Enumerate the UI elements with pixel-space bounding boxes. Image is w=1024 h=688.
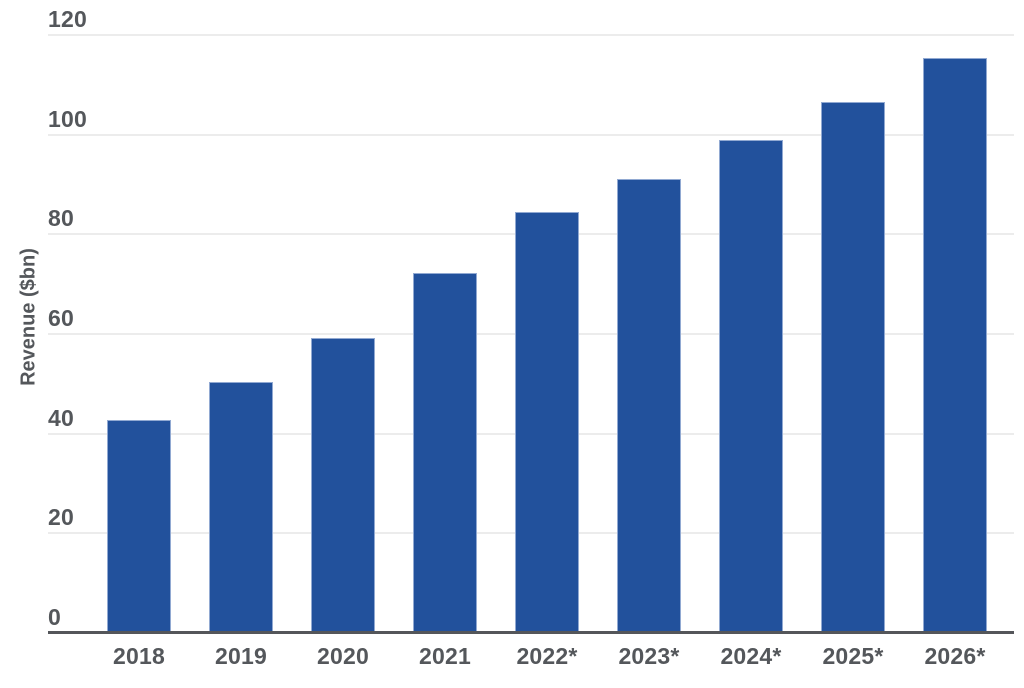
x-tick-label: 2021 <box>419 643 471 669</box>
y-tick-label: 100 <box>48 105 87 132</box>
bar <box>821 101 885 633</box>
x-tick-label: 2020 <box>317 643 369 669</box>
y-tick-label: 40 <box>48 404 74 431</box>
x-tick-label: 2024* <box>720 643 782 669</box>
y-tick-label: 60 <box>48 305 74 331</box>
x-tick-label: 2022* <box>516 643 578 669</box>
bar <box>413 273 477 633</box>
x-tick-label: 2026* <box>924 643 986 669</box>
bar <box>209 381 273 633</box>
x-tick-label: 2019 <box>215 643 267 669</box>
x-tick-label: 2025* <box>822 643 884 669</box>
bar <box>923 58 987 633</box>
x-tick-label: 2023* <box>618 643 680 669</box>
bar <box>515 212 579 633</box>
bar <box>311 337 375 633</box>
y-tick-label: 120 <box>48 6 87 32</box>
x-tick-label: 2018 <box>113 643 165 669</box>
bar <box>617 179 681 633</box>
y-tick-label: 80 <box>48 205 74 232</box>
gridline <box>48 34 1014 36</box>
y-axis-title: Revenue ($bn) <box>17 248 40 386</box>
y-tick-label: 0 <box>48 604 61 630</box>
bar <box>107 420 171 633</box>
x-axis-line <box>48 631 1014 634</box>
y-tick-label: 20 <box>48 504 74 531</box>
bar <box>719 139 783 633</box>
gridline <box>48 133 1014 136</box>
